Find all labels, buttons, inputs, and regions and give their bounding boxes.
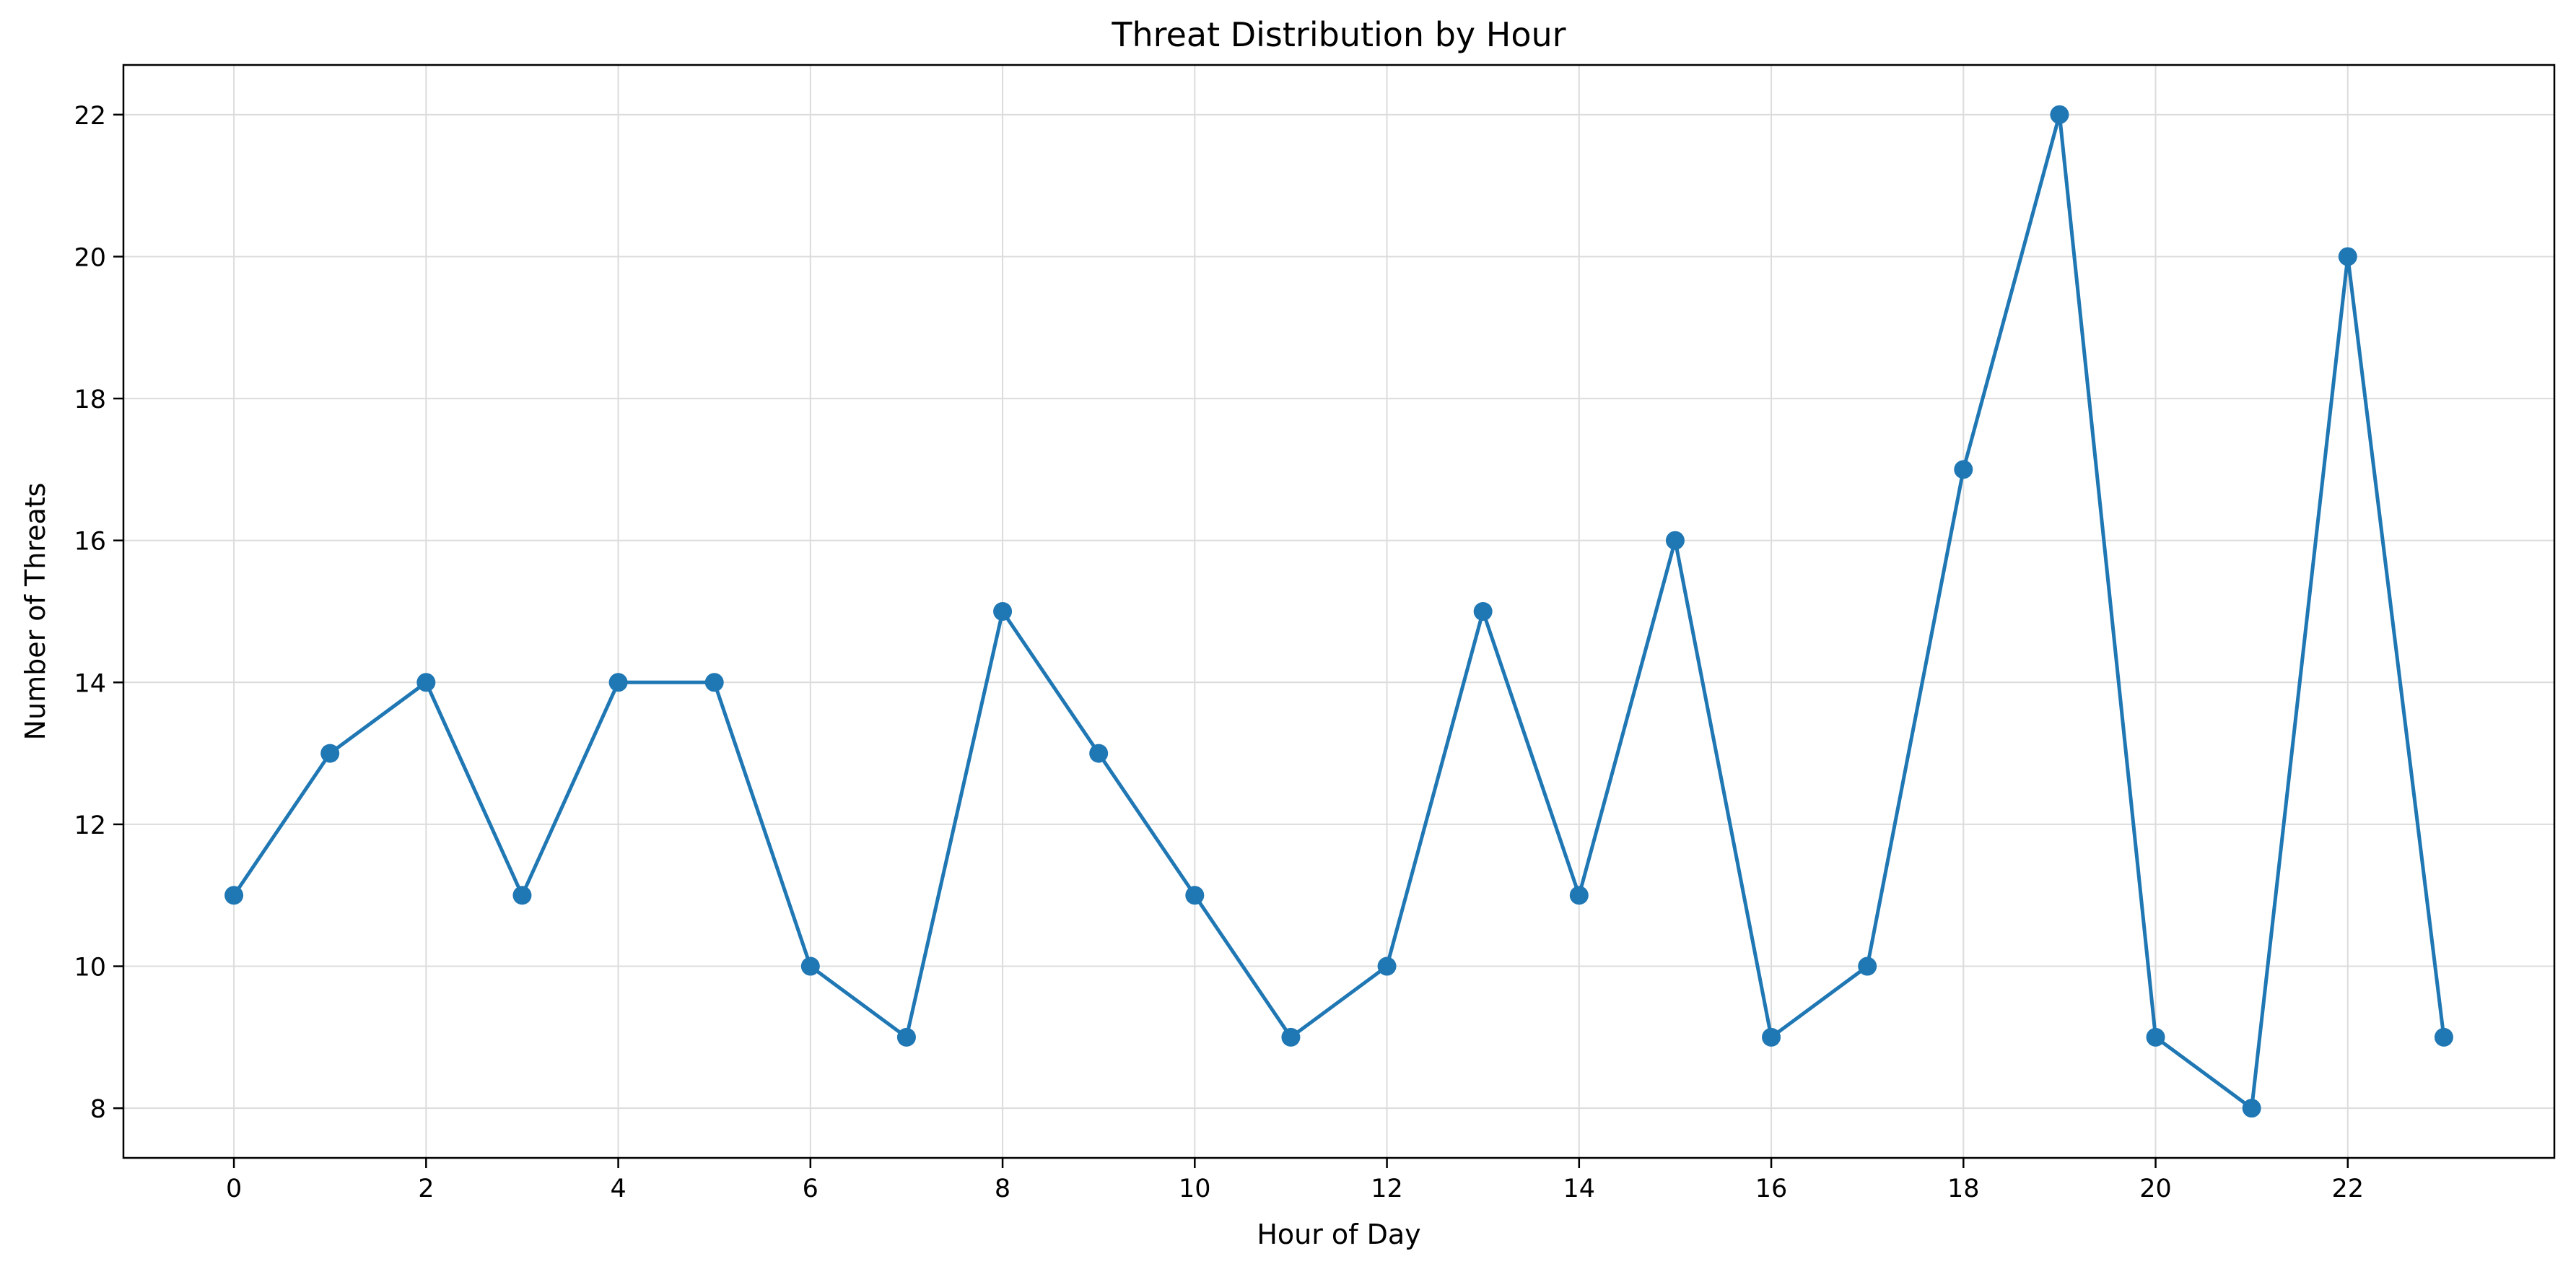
y-tick-label: 20	[74, 243, 106, 272]
data-point	[416, 673, 436, 692]
plot-frame	[122, 64, 2556, 1159]
x-axis-ticks: 0 2 4 6 8 10 12 14 16 18 20 22	[226, 1158, 2364, 1203]
data-point	[1281, 1027, 1301, 1047]
x-tick-label: 22	[2332, 1174, 2365, 1203]
data-point	[608, 673, 628, 692]
data-point	[512, 886, 532, 905]
series-line	[232, 113, 2446, 1110]
y-tick-label: 18	[74, 385, 106, 414]
x-tick-label: 18	[1947, 1174, 1980, 1203]
data-point	[1954, 460, 1973, 479]
data-point	[2050, 105, 2069, 124]
data-point	[1473, 602, 1493, 621]
data-point	[2338, 247, 2357, 266]
y-axis-ticks: 8 10 12 14 16 18 20 22	[74, 102, 123, 1124]
data-point	[896, 1027, 916, 1047]
x-tick-label: 0	[226, 1174, 242, 1203]
data-point	[2146, 1027, 2165, 1047]
y-tick-label: 8	[90, 1095, 106, 1124]
chart-title: Threat Distribution by Hour	[1111, 15, 1566, 54]
y-tick-label: 22	[74, 102, 106, 131]
x-tick-label: 10	[1179, 1174, 1211, 1203]
data-point	[1569, 886, 1589, 905]
x-tick-label: 4	[610, 1174, 626, 1203]
series-points	[224, 105, 2453, 1118]
x-tick-label: 8	[995, 1174, 1010, 1203]
y-tick-label: 14	[74, 669, 106, 698]
data-point	[1858, 956, 1877, 976]
y-tick-label: 12	[74, 811, 106, 840]
x-tick-label: 20	[2139, 1174, 2172, 1203]
y-tick-label: 10	[74, 954, 106, 982]
x-tick-label: 2	[418, 1174, 434, 1203]
data-point	[1762, 1027, 1781, 1047]
x-axis-label: Hour of Day	[1257, 1219, 1420, 1250]
data-point	[224, 886, 244, 905]
data-point	[2242, 1099, 2261, 1118]
data-point	[1665, 531, 1685, 550]
data-point	[1185, 886, 1205, 905]
x-tick-label: 12	[1371, 1174, 1403, 1203]
data-point	[1377, 956, 1397, 976]
y-axis-label: Number of Threats	[19, 483, 51, 741]
data-point	[993, 602, 1013, 621]
x-tick-label: 16	[1755, 1174, 1788, 1203]
data-point	[2434, 1027, 2453, 1047]
data-point	[704, 673, 724, 692]
data-point	[1089, 744, 1109, 763]
x-tick-label: 6	[803, 1174, 818, 1203]
series-lines	[232, 113, 2446, 1110]
data-point	[800, 956, 820, 976]
y-tick-label: 16	[74, 528, 106, 557]
data-point	[320, 744, 340, 763]
x-tick-label: 14	[1563, 1174, 1596, 1203]
